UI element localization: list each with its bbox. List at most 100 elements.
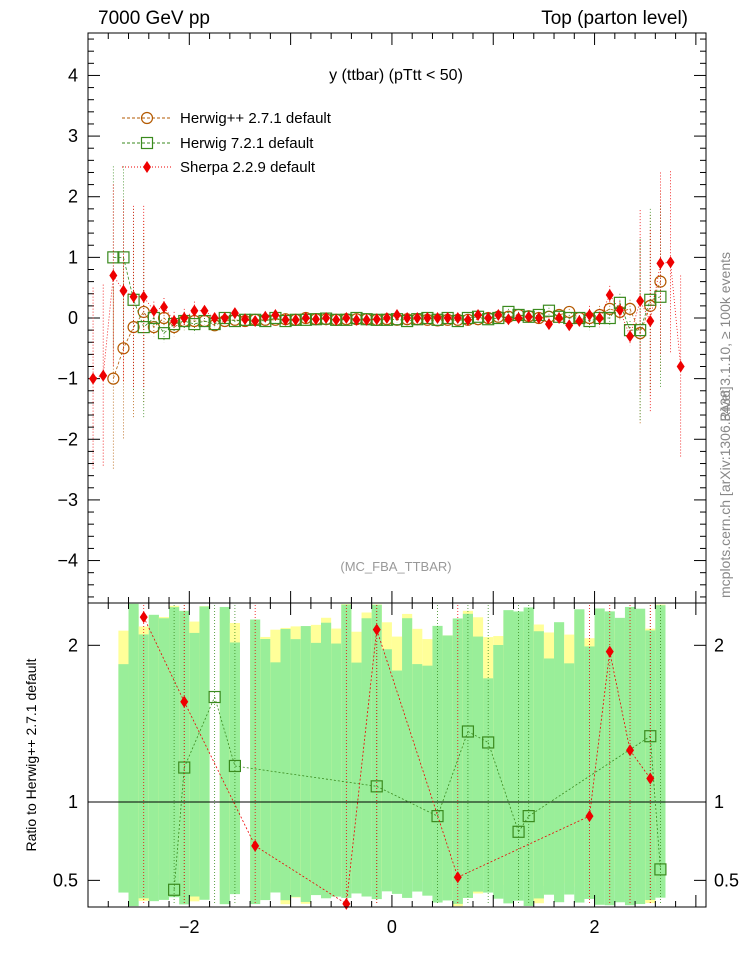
ratio-point (512, 825, 525, 838)
data-point (443, 312, 452, 324)
data-point (666, 256, 675, 269)
x-tick-label: 2 (590, 917, 600, 937)
ratio-point (654, 863, 667, 876)
ratio-point (522, 810, 535, 823)
data-point (291, 313, 300, 326)
ratio-band-green (270, 662, 281, 893)
ratio-band-green (128, 603, 139, 907)
data-point (311, 313, 320, 326)
ratio-band-green (655, 605, 666, 898)
ratio-band-green (614, 617, 625, 903)
ratio-connector (376, 629, 459, 878)
legend: Herwig++ 2.7.1 default Herwig 7.2.1 defa… (122, 110, 332, 176)
ratio-connector (345, 629, 378, 904)
ratio-band-green (554, 622, 565, 903)
ratio-band-green (594, 608, 605, 905)
ratio-connector (183, 696, 216, 768)
ratio-point (482, 736, 495, 749)
ratio-y-tick-label-right: 0.5 (714, 870, 739, 890)
ratio-y-tick-label: 2 (68, 635, 78, 655)
data-point (322, 312, 331, 324)
data-point (463, 313, 472, 326)
data-point (565, 319, 574, 332)
ratio-band-green (310, 642, 322, 896)
data-point (382, 312, 391, 324)
ratio-band-green (574, 609, 585, 903)
data-point (89, 372, 98, 385)
series-square (107, 166, 667, 422)
y-tick-label: −4 (57, 551, 78, 571)
y-tick-label: 1 (68, 247, 78, 267)
data-point (281, 313, 290, 326)
side-label-upper: Rivet 3.1.10, ≥ 100k events (717, 252, 733, 422)
ratio-connector (437, 731, 469, 817)
data-point (403, 312, 412, 324)
data-point (190, 304, 199, 317)
ratio-band-green (381, 649, 392, 892)
ratio-connector (609, 651, 631, 751)
ratio-band-green (280, 628, 291, 901)
ratio-point (168, 883, 181, 896)
ratio-band-green (391, 670, 403, 894)
data-point (595, 312, 604, 324)
main-plot-axes: −4 −3 −2 −1 0 1 2 3 4 (57, 33, 706, 603)
ratio-band-green (503, 610, 514, 904)
data-point (117, 342, 130, 355)
ratio-band-green (199, 606, 210, 900)
ratio-band-green (219, 606, 230, 905)
series-diamond (89, 171, 685, 470)
y-tick-label: 2 (68, 187, 78, 207)
data-point (636, 295, 645, 308)
data-point (352, 313, 361, 326)
ratio-band-green (412, 664, 423, 892)
data-point (393, 308, 401, 321)
ratio-y-tick-label: 0.5 (53, 870, 78, 890)
ratio-y-tick-label-right: 1 (714, 792, 724, 812)
ratio-point (228, 759, 242, 773)
data-point (271, 308, 280, 321)
header-left: 7000 GeV pp (98, 8, 210, 29)
data-point (504, 313, 513, 326)
x-tick-label: 0 (387, 917, 397, 937)
plot-watermark: (MC_FBA_TTBAR) (340, 559, 451, 574)
legend-label-herwig7: Herwig 7.2.1 default (180, 135, 314, 152)
data-point (484, 312, 493, 324)
data-point (200, 304, 209, 317)
data-point (534, 312, 543, 324)
ratio-ylabel: Ratio to Herwig++ 2.7.1 default (23, 658, 39, 851)
ratio-band-green (351, 662, 362, 894)
data-point (603, 311, 616, 325)
ratio-point (208, 690, 221, 704)
ratio-connector (376, 785, 438, 817)
ratio-connector (183, 701, 256, 847)
ratio-band-green (371, 604, 382, 900)
ratio-band-green (321, 622, 332, 899)
ratio-point (431, 810, 444, 823)
data-point (301, 312, 310, 324)
ratio-band-green (402, 618, 413, 898)
data-point (188, 317, 201, 331)
ratio-connector (173, 767, 185, 890)
main-plot-series (89, 166, 685, 470)
data-point (646, 315, 655, 328)
data-point (362, 313, 371, 326)
x-tick-label: −2 (179, 917, 200, 937)
data-point (342, 312, 351, 324)
data-point (514, 312, 523, 324)
data-point (241, 313, 250, 326)
data-point (544, 318, 553, 331)
data-point (332, 313, 341, 326)
y-tick-label: −2 (57, 429, 78, 449)
data-point (676, 360, 685, 373)
legend-item-sherpa: Sherpa 2.2.9 default (122, 159, 316, 176)
ratio-band-green (533, 631, 544, 899)
legend-item-herwig7: Herwig 7.2.1 default (122, 135, 314, 152)
data-point (230, 307, 239, 320)
data-point (372, 313, 381, 326)
ratio-band-green (260, 639, 271, 901)
data-point (656, 257, 665, 270)
data-point (210, 312, 219, 324)
ratio-band-green (493, 644, 504, 899)
ratio-band-green (331, 643, 342, 897)
ratio-band-green (290, 639, 301, 897)
